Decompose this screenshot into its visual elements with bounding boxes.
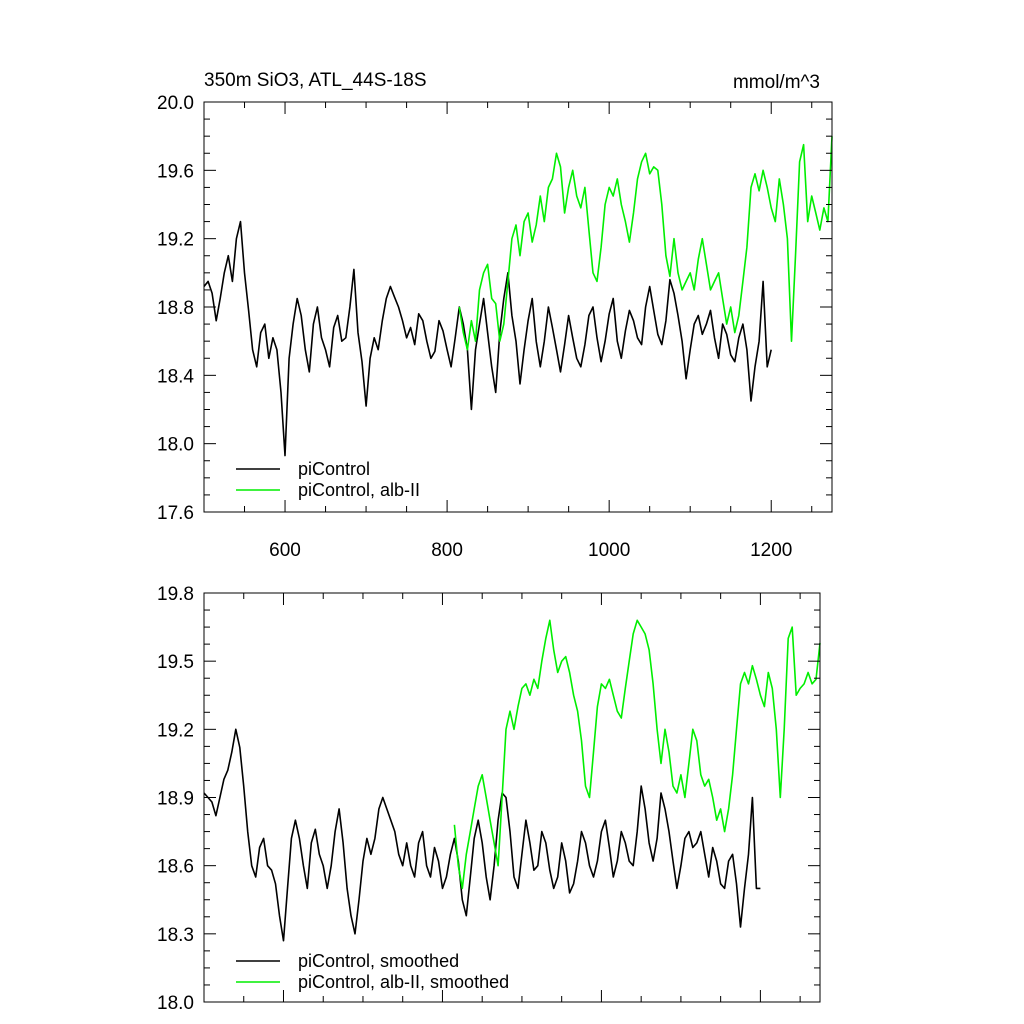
y-tick-label: 19.5: [157, 652, 194, 673]
x-tick-label: 600: [269, 540, 301, 561]
legend-label: piControl, alb-II: [298, 480, 420, 500]
series-line-picontrol: [203, 728, 761, 942]
series-line-picontrol: [203, 220, 772, 457]
y-tick-label: 19.2: [157, 230, 194, 251]
x-tick-label: 1200: [750, 540, 792, 561]
x-tick-label: 800: [431, 540, 463, 561]
legend-label: piControl, alb-II, smoothed: [298, 972, 509, 992]
y-tick-label: 18.3: [157, 925, 194, 946]
series-line-alb-ii: [458, 136, 833, 351]
plot-frame: [203, 101, 833, 513]
y-tick-label: 19.2: [157, 720, 194, 741]
legend-label: piControl, smoothed: [298, 951, 459, 971]
legend-label: piControl: [298, 459, 370, 479]
y-tick-label: 18.4: [157, 366, 194, 387]
plot-frame: [203, 592, 821, 1003]
y-tick-label: 20.0: [157, 93, 194, 114]
y-tick-label: 18.0: [157, 435, 194, 456]
top-panel: 350m SiO3, ATL_44S-18S mmol/m^3 17.6 18.0…: [157, 70, 833, 561]
top-panel-title: 350m SiO3, ATL_44S-18S: [204, 70, 427, 91]
y-tick-label: 18.8: [157, 298, 194, 319]
y-tick-label: 18.6: [157, 857, 194, 878]
series-line-alb-ii: [453, 619, 821, 890]
y-tick-label: 19.6: [157, 161, 194, 182]
top-panel-unit: mmol/m^3: [733, 72, 820, 93]
y-tick-label: 17.6: [157, 503, 194, 524]
y-tick-label: 18.0: [157, 993, 194, 1014]
y-tick-label: 18.9: [157, 789, 194, 810]
x-tick-label: 1000: [588, 540, 630, 561]
bottom-panel: 18.0 18.3 18.6 18.9 19.2 19.5 19.8 piControl, …: [157, 584, 821, 1014]
y-tick-label: 19.8: [157, 584, 194, 605]
